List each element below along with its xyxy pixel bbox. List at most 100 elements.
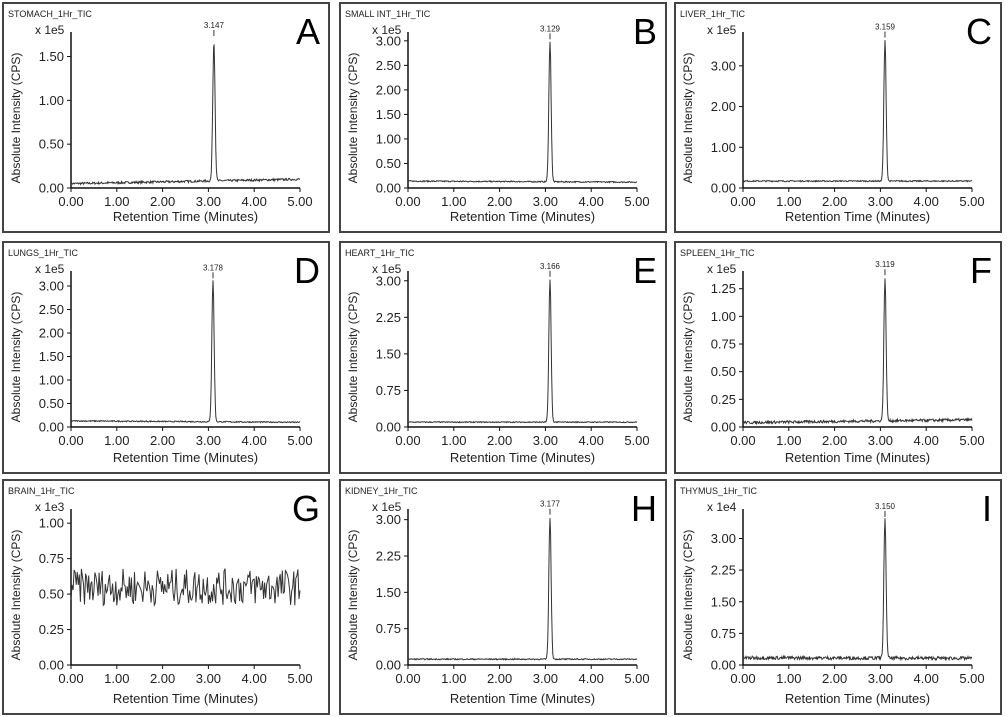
y-tick-label: 1.50: [711, 594, 736, 609]
chart-svg: LUNGS_1Hr_TIC Dx 1e5 Absolute Intensity (C…: [8, 248, 320, 465]
x-tick-label: 5.00: [287, 671, 312, 686]
x-tick-label: 1.00: [776, 433, 801, 448]
y-tick-label: 1.00: [376, 131, 401, 146]
x-tick-label: 0.00: [58, 194, 83, 209]
x-tick-label: 5.00: [287, 433, 312, 448]
x-tick-label: 4.00: [242, 194, 267, 209]
x-tick-label: 0.00: [58, 671, 83, 686]
x-tick-label: 0.00: [395, 671, 420, 686]
chart-svg: SMALL INT_1Hr_TIC Bx 1e5 Absolute Intensit…: [345, 9, 657, 224]
chromatogram-trace: [742, 278, 973, 426]
chart-svg: BRAIN_1Hr_TIC Gx 1e3 Absolute Intensity (C…: [8, 486, 320, 706]
chromatogram-trace: [407, 279, 638, 424]
y-tick-label: 0.50: [39, 587, 64, 602]
y-axis-label: Absolute Intensity (CPS): [681, 530, 695, 661]
y-tick-label: 0.50: [39, 396, 64, 411]
panel-letter: A: [296, 11, 320, 52]
y-axis-label: Absolute Intensity (CPS): [681, 292, 695, 423]
y-tick-label: 0.75: [376, 621, 401, 636]
chart-svg: STOMACH_1Hr_TIC Ax 1e5 Absolute Intensity …: [8, 9, 320, 224]
chromatogram-trace: [408, 518, 638, 661]
y-tick-label: 2.00: [39, 326, 64, 341]
x-tick-label: 1.00: [441, 433, 466, 448]
y-tick-label: 2.50: [39, 302, 64, 317]
x-axis-label: Retention Time (Minutes): [450, 450, 595, 465]
x-tick-label: 5.00: [624, 194, 649, 209]
chart-title: SPLEEN_1Hr_TIC: [680, 248, 755, 258]
y-tick-label: 0.75: [39, 551, 64, 566]
peak-label: 3.119: [875, 260, 895, 269]
x-tick-label: 3.00: [533, 671, 558, 686]
x-tick-label: 0.00: [730, 194, 755, 209]
x-axis-label: Retention Time (Minutes): [113, 691, 258, 706]
x-tick-label: 1.00: [776, 671, 801, 686]
x-tick-label: 3.00: [868, 433, 893, 448]
y-axis-label: Absolute Intensity (CPS): [346, 53, 360, 184]
x-tick-label: 5.00: [624, 433, 649, 448]
chart-title: LIVER_1Hr_TIC: [680, 9, 746, 19]
x-tick-label: 1.00: [104, 194, 129, 209]
chromatogram-trace: [70, 280, 301, 424]
x-tick-label: 0.00: [395, 433, 420, 448]
chromatogram-trace: [70, 568, 301, 607]
x-tick-label: 2.00: [487, 433, 512, 448]
panel-letter: G: [292, 488, 320, 529]
x-tick-label: 3.00: [196, 671, 221, 686]
y-axis-label: Absolute Intensity (CPS): [346, 530, 360, 661]
y-tick-label: 1.50: [39, 349, 64, 364]
y-tick-label: 3.00: [39, 279, 64, 294]
x-tick-label: 2.00: [822, 194, 847, 209]
y-tick-label: 1.00: [39, 516, 64, 531]
x-tick-label: 0.00: [58, 433, 83, 448]
x-tick-label: 1.00: [441, 671, 466, 686]
x-tick-label: 4.00: [579, 433, 604, 448]
panel-letter: I: [982, 488, 992, 529]
chromatogram-trace: [742, 518, 973, 662]
x-tick-label: 1.00: [104, 433, 129, 448]
y-tick-label: 0.50: [376, 156, 401, 171]
chart-svg: SPLEEN_1Hr_TIC Fx 1e5 Absolute Intensity (…: [680, 248, 992, 465]
x-tick-label: 0.00: [395, 194, 420, 209]
x-tick-label: 2.00: [822, 433, 847, 448]
panel-letter: C: [966, 11, 992, 52]
panel-letter: E: [633, 250, 657, 291]
y-tick-label: 1.50: [376, 346, 401, 361]
y-tick-label: 0.00: [376, 420, 401, 435]
y-tick-label: 0.00: [711, 658, 736, 673]
y-tick-label: 0.00: [711, 420, 736, 435]
y-tick-label: 1.00: [711, 140, 736, 155]
x-tick-label: 2.00: [150, 433, 175, 448]
y-tick-label: 1.25: [711, 281, 736, 296]
x-tick-label: 5.00: [959, 194, 984, 209]
x-tick-label: 4.00: [242, 433, 267, 448]
y-scale-label: x 1e5: [35, 23, 65, 37]
y-tick-label: 0.00: [39, 420, 64, 435]
x-tick-label: 3.00: [868, 671, 893, 686]
y-tick-label: 0.50: [711, 364, 736, 379]
x-tick-label: 5.00: [624, 671, 649, 686]
peak-label: 3.129: [540, 24, 561, 33]
y-tick-label: 0.00: [711, 181, 736, 196]
chromatogram-trace: [742, 40, 973, 183]
y-axis-label: Absolute Intensity (CPS): [9, 53, 23, 184]
y-tick-label: 3.00: [376, 273, 401, 288]
y-tick-label: 1.50: [376, 585, 401, 600]
chart-title: BRAIN_1Hr_TIC: [8, 486, 75, 496]
y-tick-label: 0.00: [39, 181, 64, 196]
peak-label: 3.147: [204, 21, 225, 30]
chart-svg: LIVER_1Hr_TIC Cx 1e5 Absolute Intensity (C…: [680, 9, 992, 224]
x-axis-label: Retention Time (Minutes): [785, 209, 930, 224]
chart-svg: HEART_1Hr_TIC Ex 1e5 Absolute Intensity (C…: [345, 248, 657, 465]
x-axis-label: Retention Time (Minutes): [785, 450, 930, 465]
y-tick-label: 1.50: [39, 49, 64, 64]
x-tick-label: 1.00: [776, 194, 801, 209]
peak-label: 3.150: [875, 502, 896, 511]
y-tick-label: 0.25: [39, 622, 64, 637]
y-axis-label: Absolute Intensity (CPS): [9, 292, 23, 423]
chart-title: STOMACH_1Hr_TIC: [8, 9, 92, 19]
